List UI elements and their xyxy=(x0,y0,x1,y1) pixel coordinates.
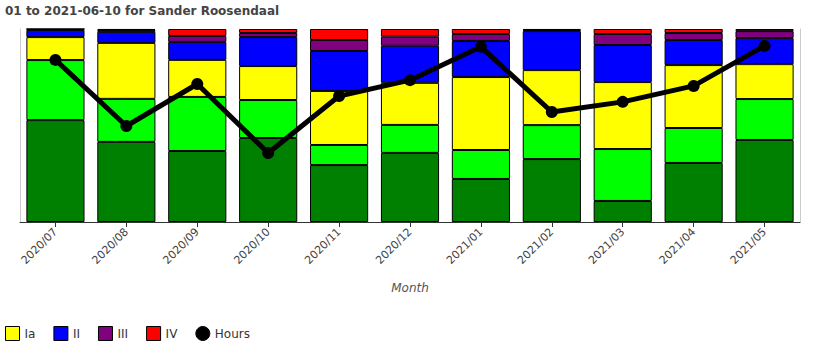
svg-text:III: III xyxy=(117,327,128,341)
svg-text:Month: Month xyxy=(391,281,429,295)
svg-text:Ia: Ia xyxy=(25,327,36,341)
svg-text:2021/03: 2021/03 xyxy=(586,225,627,266)
svg-text:2020/07: 2020/07 xyxy=(19,225,60,266)
svg-text:Hours: Hours xyxy=(215,327,250,341)
svg-text:2020/08: 2020/08 xyxy=(89,225,130,266)
svg-text:II: II xyxy=(73,327,80,341)
svg-text:2021/02: 2021/02 xyxy=(515,225,556,266)
svg-text:2020/12: 2020/12 xyxy=(373,225,414,266)
svg-text:IV: IV xyxy=(166,327,179,341)
svg-text:2021/01: 2021/01 xyxy=(444,225,485,266)
svg-text:01 to 2021-06-10 for Sander Ro: 01 to 2021-06-10 for Sander Roosendaal xyxy=(5,4,279,18)
svg-text:2020/10: 2020/10 xyxy=(231,225,272,266)
svg-text:2021/04: 2021/04 xyxy=(657,225,698,266)
svg-text:2021/05: 2021/05 xyxy=(728,225,769,266)
svg-text:2020/09: 2020/09 xyxy=(160,225,201,266)
svg-text:2020/11: 2020/11 xyxy=(302,225,343,266)
